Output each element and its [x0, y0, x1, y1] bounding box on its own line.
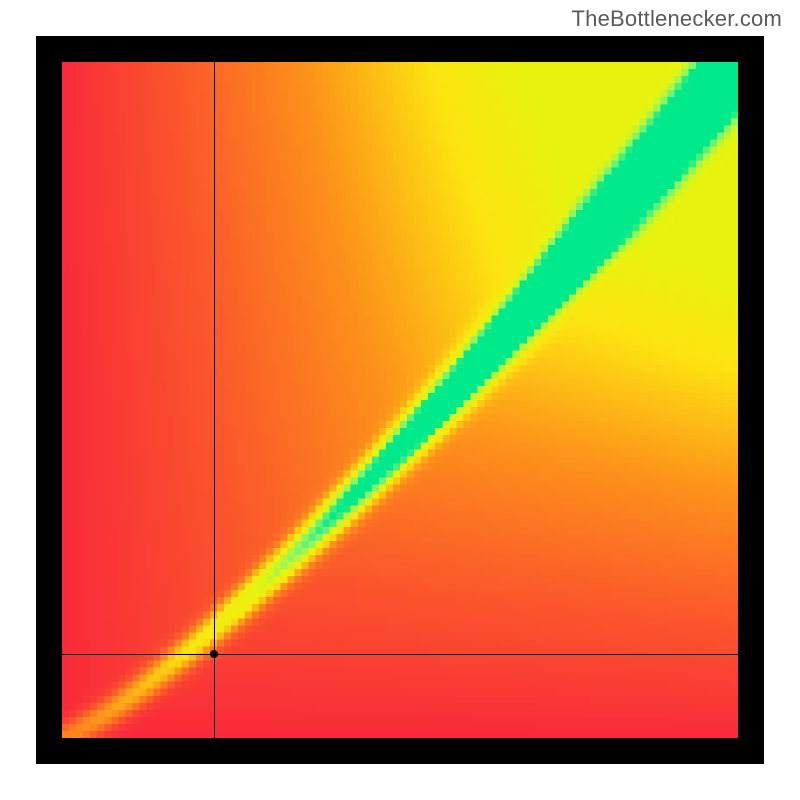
plot-area [62, 62, 738, 738]
chart-container: TheBottlenecker.com [0, 0, 800, 800]
chart-frame [36, 36, 764, 764]
heatmap-canvas [62, 62, 738, 738]
watermark-text: TheBottlenecker.com [572, 6, 782, 32]
